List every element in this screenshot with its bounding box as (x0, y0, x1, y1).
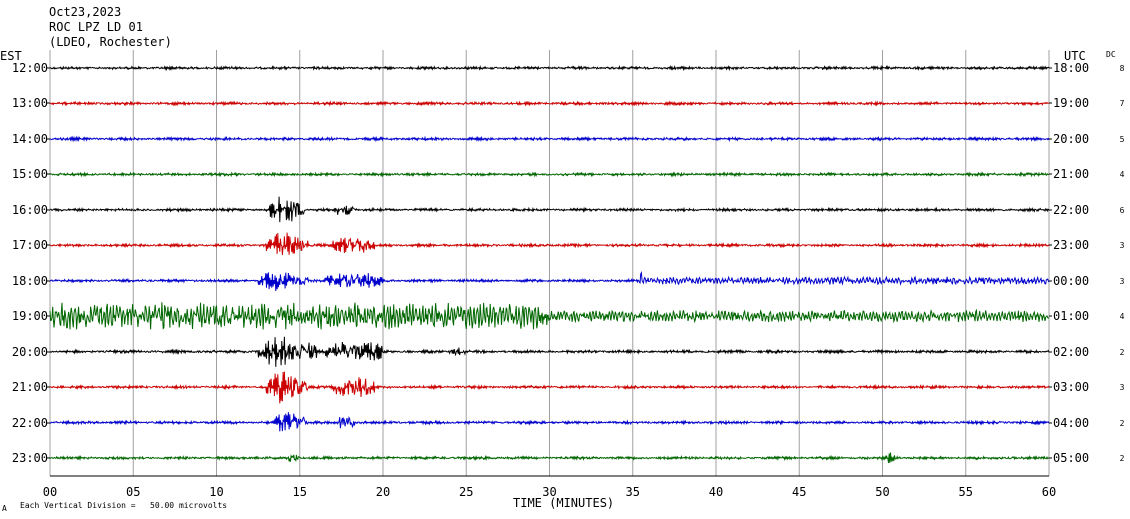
est-hour-label: 13:00 (12, 96, 48, 110)
x-tick-label: 20 (376, 485, 390, 499)
est-hour-label: 12:00 (12, 61, 48, 75)
est-hour-label: 14:00 (12, 132, 48, 146)
utc-hour-label: 21:00 (1053, 167, 1089, 181)
utc-hour-label: 18:00 (1053, 61, 1089, 75)
est-hour-label: 17:00 (12, 238, 48, 252)
x-tick-label: 05 (126, 485, 140, 499)
dc-axis-label: DC (1106, 50, 1116, 59)
dc-offset-label: 4 (1120, 170, 1125, 179)
utc-hour-label: 04:00 (1053, 416, 1089, 430)
utc-hour-label: 03:00 (1053, 380, 1089, 394)
est-hour-label: 20:00 (12, 345, 48, 359)
est-hour-label: 18:00 (12, 274, 48, 288)
utc-hour-label: 00:00 (1053, 274, 1089, 288)
x-tick-label: 15 (293, 485, 307, 499)
x-tick-label: 40 (709, 485, 723, 499)
trace-row-1900 (49, 302, 1050, 330)
utc-hour-label: 02:00 (1053, 345, 1089, 359)
utc-hour-label: 23:00 (1053, 238, 1089, 252)
est-hour-label: 22:00 (12, 416, 48, 430)
header-network: (LDEO, Rochester) (49, 35, 172, 49)
utc-hour-label: 20:00 (1053, 132, 1089, 146)
est-hour-label: 19:00 (12, 309, 48, 323)
trace-row-1800 (49, 270, 1050, 292)
est-hour-label: 16:00 (12, 203, 48, 217)
est-axis-label: EST (0, 49, 22, 63)
dc-offset-label: 6 (1120, 206, 1125, 215)
x-tick-label: 55 (959, 485, 973, 499)
utc-hour-label: 05:00 (1053, 451, 1089, 465)
dc-offset-label: 2 (1120, 454, 1125, 463)
x-tick-label: 45 (792, 485, 806, 499)
trace-row-1200 (49, 64, 1050, 72)
plot-grid (49, 50, 1050, 476)
x-tick-label: 25 (459, 485, 473, 499)
time-axis: 00 05 10 15 20 25 30 35 40 45 50 55 60 (43, 475, 1056, 499)
dc-offset-label: 3 (1120, 241, 1125, 250)
x-tick-label: 30 (542, 485, 556, 499)
est-hour-label: 15:00 (12, 167, 48, 181)
footer-note: Each Vertical Division = 50.00 microvolt… (20, 501, 228, 510)
footer-mark: A (2, 504, 7, 513)
dc-offset-label: 7 (1120, 99, 1125, 108)
trace-row-2300 (49, 452, 1050, 463)
utc-hour-label: 19:00 (1053, 96, 1089, 110)
utc-hour-label: 01:00 (1053, 309, 1089, 323)
trace-row-2200 (49, 412, 1050, 432)
x-tick-label: 35 (626, 485, 640, 499)
trace-row-2000 (49, 336, 1050, 367)
dc-offset-label: 2 (1120, 419, 1125, 428)
dc-offset-label: 8 (1120, 64, 1125, 73)
header-date: Oct23,2023 (49, 5, 122, 19)
utc-axis-label: UTC (1064, 49, 1086, 63)
dc-offset-label: 4 (1120, 312, 1125, 321)
header-station: ROC LPZ LD 01 (49, 20, 143, 34)
trace-row-2100 (49, 371, 1050, 404)
x-tick-label: 10 (209, 485, 223, 499)
trace-row-1300 (49, 100, 1050, 107)
dc-offset-label: 3 (1120, 277, 1125, 286)
dc-offset-label: 2 (1120, 348, 1125, 357)
row-labels: 12:00 18:00 813:00 19:00 714:00 20:00 515:00 21… (12, 61, 1125, 465)
x-tick-label: 60 (1042, 485, 1056, 499)
trace-row-1700 (49, 232, 1050, 255)
dc-offset-label: 3 (1120, 383, 1125, 392)
seismic-traces (49, 64, 1050, 463)
x-tick-label: 00 (43, 485, 57, 499)
utc-hour-label: 22:00 (1053, 203, 1089, 217)
x-axis-label: TIME (MINUTES) (513, 496, 615, 510)
dc-offset-label: 5 (1120, 135, 1125, 144)
trace-row-1500 (49, 171, 1049, 178)
trace-row-1400 (49, 135, 1050, 143)
trace-row-1600 (49, 196, 1050, 223)
est-hour-label: 21:00 (12, 380, 48, 394)
x-tick-label: 50 (875, 485, 889, 499)
est-hour-label: 23:00 (12, 451, 48, 465)
